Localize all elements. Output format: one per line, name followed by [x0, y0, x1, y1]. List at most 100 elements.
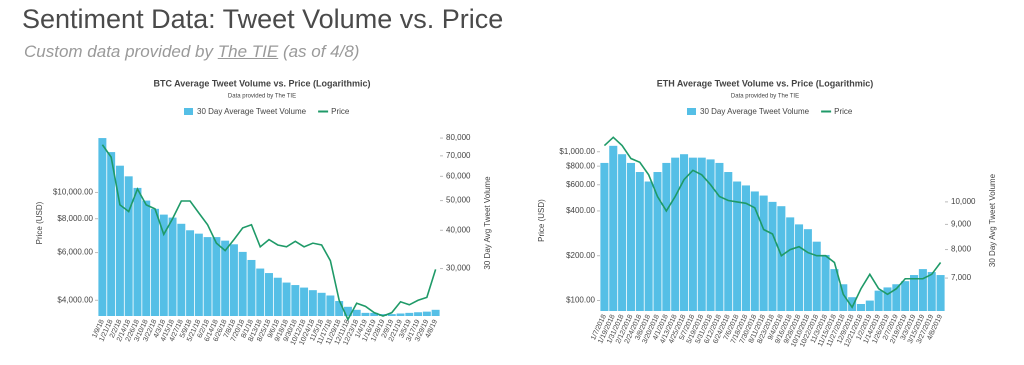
bar — [151, 208, 159, 316]
bar — [618, 154, 627, 311]
bar — [830, 269, 839, 311]
bar — [759, 195, 768, 311]
bar — [865, 300, 874, 311]
bar — [422, 311, 431, 316]
y-tick-label: $800.00 — [566, 161, 595, 170]
bar — [115, 165, 124, 316]
bar — [387, 314, 396, 316]
bar — [291, 285, 300, 316]
bar — [238, 251, 247, 316]
bar — [821, 254, 830, 311]
bar — [265, 273, 273, 316]
bar — [662, 162, 671, 311]
bar — [936, 275, 945, 311]
y-tick-label: $100.00 — [566, 296, 595, 305]
bar — [715, 162, 724, 311]
bar — [803, 229, 812, 311]
bar — [848, 297, 857, 311]
y2-tick-label: 80,000 — [446, 133, 471, 142]
bar — [733, 181, 742, 311]
y2-axis-title: 30 Day Avg Tweet Volume — [988, 173, 997, 267]
bar — [282, 282, 291, 316]
chart-title: BTC Average Tweet Volume vs. Price (Loga… — [153, 78, 370, 88]
bar — [768, 201, 777, 311]
y2-axis-title: 30 Day Avg Tweet Volume — [483, 176, 492, 270]
bar — [335, 301, 344, 316]
bar — [626, 162, 635, 311]
bar — [786, 217, 795, 311]
price-line — [101, 144, 437, 322]
bar — [706, 159, 715, 311]
bar — [352, 309, 361, 316]
bar — [247, 259, 256, 316]
price-line — [603, 136, 942, 309]
bar — [680, 154, 689, 311]
bar — [609, 145, 618, 311]
y2-tick-label: 9,000 — [951, 219, 972, 228]
subtitle-text: (as of 4/8) — [282, 42, 360, 61]
bar — [405, 312, 414, 316]
y2-tick-label: 30,000 — [446, 264, 471, 273]
y-tick-label: $600.00 — [566, 180, 595, 189]
chart-subtitle: Data provided by The TIE — [228, 94, 296, 100]
y2-tick-label: 70,000 — [446, 151, 471, 160]
bar — [308, 290, 317, 316]
legend-label: 30 Day Average Tweet Volume — [700, 107, 810, 116]
bar — [856, 303, 865, 311]
bar — [317, 292, 326, 316]
bar — [910, 275, 919, 311]
bar — [839, 284, 848, 311]
y-tick-label: $400.00 — [566, 206, 595, 215]
y2-tick-label: 8,000 — [951, 245, 972, 254]
bar — [918, 269, 927, 311]
bar — [361, 312, 370, 316]
bar — [212, 237, 221, 316]
bar — [635, 172, 644, 311]
bar — [194, 233, 203, 316]
bar — [221, 240, 230, 316]
bar — [177, 223, 186, 316]
y2-tick-label: 50,000 — [446, 196, 471, 205]
y2-tick-label: 60,000 — [446, 171, 471, 180]
legend-swatch — [687, 108, 696, 115]
legend-label: 30 Day Average Tweet Volume — [197, 107, 307, 116]
legend-swatch — [184, 108, 193, 115]
bar — [124, 176, 133, 316]
y-axis-title: Price (USD) — [35, 201, 44, 244]
bar — [697, 157, 706, 311]
bar — [795, 224, 804, 311]
y-tick-label: $4,000.00 — [57, 295, 93, 304]
y-tick-label: $200.00 — [566, 251, 595, 260]
bar — [724, 172, 733, 311]
bar — [874, 290, 883, 311]
bar — [300, 287, 309, 316]
bar — [883, 287, 892, 311]
bar — [343, 306, 352, 316]
bar — [901, 281, 910, 311]
y-tick-label: $1,000.00 — [559, 147, 595, 156]
bar — [203, 237, 212, 316]
bar — [644, 181, 653, 311]
y2-tick-label: 40,000 — [446, 225, 471, 234]
subtitle-text: Custom data provided by — [24, 42, 213, 61]
bar — [927, 272, 936, 311]
bar — [750, 191, 759, 311]
bar — [600, 162, 609, 311]
bar — [777, 206, 786, 311]
chart-subtitle: Data provided by The TIE — [731, 94, 799, 100]
source-link[interactable]: The TIE — [217, 42, 279, 61]
bar — [653, 172, 662, 311]
y-axis-title: Price (USD) — [537, 199, 546, 242]
bar — [379, 314, 387, 316]
bar — [133, 187, 142, 316]
bar — [107, 152, 116, 316]
bar — [414, 312, 423, 316]
legend-label: Price — [331, 107, 350, 116]
bar — [326, 295, 335, 316]
bar — [98, 138, 107, 316]
chart-title: ETH Average Tweet Volume vs. Price (Loga… — [657, 78, 874, 88]
y-tick-label: $6,000.00 — [57, 248, 93, 257]
bar — [273, 277, 282, 316]
